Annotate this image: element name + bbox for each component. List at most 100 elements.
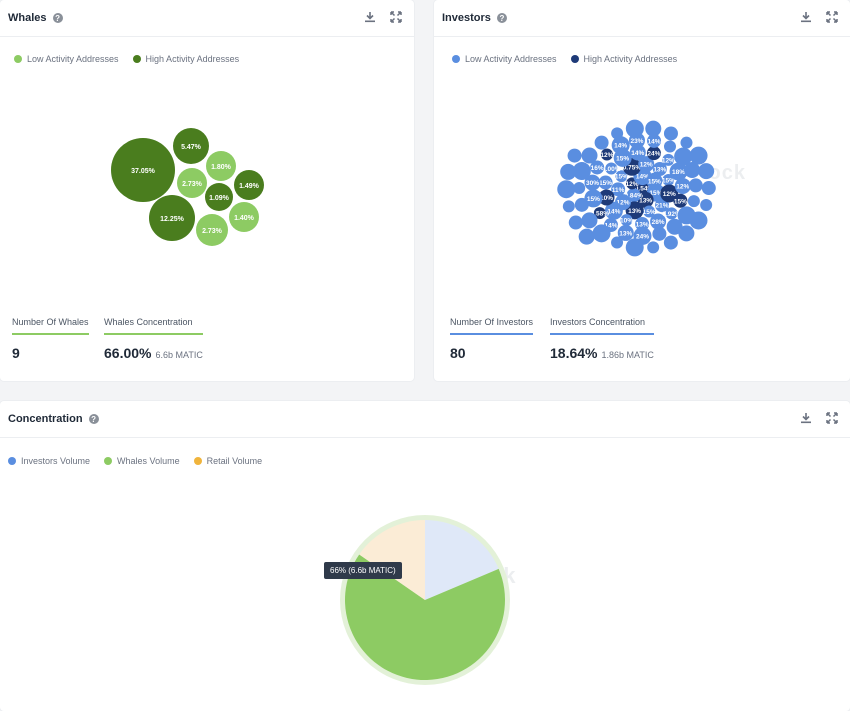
bubble[interactable]: 15% bbox=[646, 172, 663, 189]
bubble[interactable] bbox=[647, 241, 660, 254]
bubble[interactable] bbox=[560, 163, 577, 180]
expand-icon[interactable] bbox=[826, 412, 838, 424]
bubble[interactable] bbox=[581, 212, 598, 229]
bubble[interactable]: 12.25% bbox=[149, 195, 195, 241]
legend-item-investors-volume[interactable]: Investors Volume bbox=[8, 456, 90, 466]
bubble[interactable]: 1.00% bbox=[602, 162, 621, 175]
bubble[interactable] bbox=[581, 147, 598, 164]
bubble[interactable]: 21% bbox=[655, 198, 670, 213]
bubble[interactable]: 15% bbox=[598, 175, 613, 190]
bubble[interactable]: 14% bbox=[611, 136, 630, 155]
bubble[interactable] bbox=[578, 228, 595, 245]
bubble[interactable]: 12% bbox=[674, 177, 691, 194]
bubble[interactable] bbox=[688, 178, 703, 193]
bubble[interactable]: 5.47% bbox=[173, 128, 209, 164]
bubble[interactable] bbox=[574, 197, 589, 212]
bubble[interactable] bbox=[687, 195, 700, 208]
legend-item-retail-volume[interactable]: Retail Volume bbox=[193, 456, 262, 466]
bubble[interactable] bbox=[567, 148, 582, 163]
bubble[interactable] bbox=[663, 126, 678, 141]
bubble[interactable] bbox=[625, 119, 644, 138]
bubble[interactable]: 15% bbox=[584, 189, 603, 208]
legend-item-low-activity[interactable]: Low Activity Addresses bbox=[452, 54, 557, 64]
bubble[interactable] bbox=[698, 163, 715, 180]
bubble[interactable] bbox=[663, 235, 678, 250]
download-icon[interactable] bbox=[364, 11, 376, 23]
bubble[interactable] bbox=[674, 147, 693, 166]
bubble[interactable] bbox=[562, 200, 575, 213]
bubble[interactable]: 15% bbox=[615, 170, 628, 183]
help-icon[interactable]: ? bbox=[88, 414, 99, 424]
bubble[interactable]: 12% bbox=[600, 148, 614, 161]
bubble[interactable]: 12% bbox=[662, 153, 675, 166]
expand-icon[interactable] bbox=[826, 11, 838, 23]
bubble[interactable]: 13% bbox=[617, 224, 634, 241]
bubble[interactable]: 15% bbox=[643, 205, 656, 218]
bubble[interactable] bbox=[666, 218, 683, 235]
bubble[interactable] bbox=[572, 162, 591, 181]
expand-icon[interactable] bbox=[390, 11, 402, 23]
bubble[interactable]: 13% bbox=[625, 201, 644, 220]
bubble[interactable]: 13% bbox=[652, 161, 667, 176]
bubble[interactable]: 2.73% bbox=[177, 168, 207, 198]
svg-text:13%: 13% bbox=[636, 221, 649, 228]
bubble[interactable] bbox=[594, 135, 609, 150]
help-icon[interactable]: ? bbox=[496, 13, 507, 23]
pie-slice-investors-volume[interactable] bbox=[425, 520, 499, 600]
bubble[interactable]: 0.92% bbox=[662, 207, 681, 220]
bubble[interactable]: 12% bbox=[660, 184, 679, 203]
bubble[interactable]: 14% bbox=[647, 133, 662, 148]
bubble[interactable]: 1.80% bbox=[206, 151, 236, 181]
concentration-legend: Investors Volume Whales Volume Retail Vo… bbox=[8, 456, 262, 466]
bubble[interactable] bbox=[700, 198, 713, 211]
bubble[interactable] bbox=[680, 136, 693, 149]
bubble[interactable] bbox=[663, 140, 676, 153]
bubble[interactable]: 30% bbox=[584, 174, 601, 191]
download-icon[interactable] bbox=[800, 412, 812, 424]
bubble[interactable]: 14% bbox=[629, 144, 646, 161]
svg-text:15%: 15% bbox=[615, 174, 628, 181]
bubble[interactable] bbox=[684, 162, 701, 179]
bubble[interactable] bbox=[689, 211, 708, 230]
bubble[interactable] bbox=[645, 120, 662, 137]
bubble[interactable]: 28% bbox=[650, 213, 667, 230]
bubble[interactable] bbox=[611, 236, 624, 249]
bubble[interactable]: 10% bbox=[620, 214, 633, 227]
bubble[interactable] bbox=[652, 226, 667, 241]
bubble[interactable]: 0.58% bbox=[591, 207, 610, 220]
bubble[interactable]: 11% bbox=[611, 182, 626, 197]
bubble[interactable] bbox=[678, 225, 695, 242]
bubble[interactable] bbox=[592, 224, 611, 243]
bubble[interactable]: 37.05% bbox=[111, 138, 175, 202]
bubble[interactable]: 16% bbox=[590, 160, 605, 175]
bubble[interactable]: 24% bbox=[646, 146, 661, 161]
bubble[interactable] bbox=[701, 181, 716, 196]
bubble[interactable]: 1.40% bbox=[229, 202, 259, 232]
whales-concentration-value: 66.00% 6.6b MATIC bbox=[104, 345, 203, 361]
bubble[interactable]: 14% bbox=[604, 201, 623, 220]
legend-item-high-activity[interactable]: High Activity Addresses bbox=[570, 54, 677, 64]
bubble[interactable]: 2.73% bbox=[196, 214, 228, 246]
bubble[interactable]: 18% bbox=[669, 162, 688, 181]
bubble[interactable]: 10% bbox=[598, 189, 615, 206]
whales-title: Whales bbox=[8, 12, 47, 24]
bubble[interactable]: 13% bbox=[637, 191, 654, 208]
legend-item-high-activity[interactable]: High Activity Addresses bbox=[132, 54, 239, 64]
bubble[interactable] bbox=[568, 215, 583, 230]
pie-slice-whales-volume[interactable] bbox=[345, 554, 505, 680]
help-icon[interactable]: ? bbox=[52, 13, 63, 23]
bubble[interactable]: 1.09% bbox=[205, 183, 233, 211]
bubble[interactable] bbox=[611, 127, 624, 140]
pie-slice-retail-volume[interactable] bbox=[359, 520, 425, 600]
bubble[interactable] bbox=[625, 238, 644, 257]
bubble[interactable]: 15% bbox=[673, 193, 688, 208]
download-icon[interactable] bbox=[800, 11, 812, 23]
legend-item-low-activity[interactable]: Low Activity Addresses bbox=[14, 54, 119, 64]
bubble[interactable]: 13% bbox=[635, 216, 650, 231]
bubble[interactable] bbox=[557, 180, 576, 199]
bubble[interactable] bbox=[573, 181, 586, 194]
bubble[interactable]: 12% bbox=[638, 156, 655, 173]
legend-item-whales-volume[interactable]: Whales Volume bbox=[104, 456, 180, 466]
bubble[interactable] bbox=[689, 146, 708, 165]
bubble[interactable]: 1.49% bbox=[234, 170, 264, 200]
